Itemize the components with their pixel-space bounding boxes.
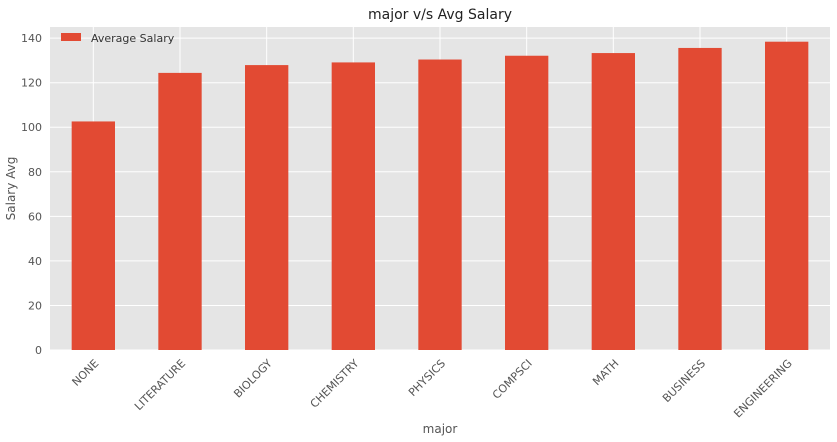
y-tick-label: 20: [28, 299, 42, 312]
legend-swatch: [61, 33, 81, 41]
legend: Average Salary: [61, 32, 175, 45]
x-tick-label: ENGINEERING: [731, 357, 794, 420]
x-tick-label: BIOLOGY: [231, 357, 275, 401]
y-axis-label: Salary Avg: [4, 157, 18, 221]
x-tick-label: LITERATURE: [132, 357, 188, 413]
x-axis-label: major: [423, 422, 458, 436]
bar-literature: [158, 72, 202, 350]
x-tick-label: CHEMISTRY: [308, 357, 362, 411]
chart-title: major v/s Avg Salary: [368, 7, 512, 23]
y-tick-label: 40: [28, 255, 42, 268]
bar-compsci: [505, 55, 549, 350]
y-tick-label: 60: [28, 210, 42, 223]
x-tick-label: MATH: [590, 357, 621, 388]
x-tick-label: PHYSICS: [406, 357, 448, 399]
x-tick-label: BUSINESS: [660, 357, 708, 405]
x-tick-label: NONE: [70, 357, 102, 389]
bar-math: [591, 53, 635, 351]
y-tick-label: 120: [21, 77, 42, 90]
y-tick-label: 80: [28, 166, 42, 179]
y-tick-label: 0: [35, 344, 42, 357]
bar-physics: [418, 59, 462, 350]
bars: [71, 41, 809, 351]
x-tick-label: COMPSCI: [490, 357, 535, 402]
y-tick-label: 100: [21, 121, 42, 134]
y-tick-label: 140: [21, 32, 42, 45]
bar-biology: [245, 65, 289, 350]
bar-engineering: [765, 41, 809, 351]
x-axis-ticks: NONE LITERATURE BIOLOGY CHEMISTRY PHYSICS COM…: [70, 357, 795, 421]
bar-chemistry: [331, 62, 375, 351]
bar-business: [678, 47, 722, 351]
y-axis-ticks: 0 20 40 60 80 100 120 140: [21, 32, 42, 357]
legend-label: Average Salary: [91, 32, 175, 45]
bar-none: [71, 121, 115, 351]
